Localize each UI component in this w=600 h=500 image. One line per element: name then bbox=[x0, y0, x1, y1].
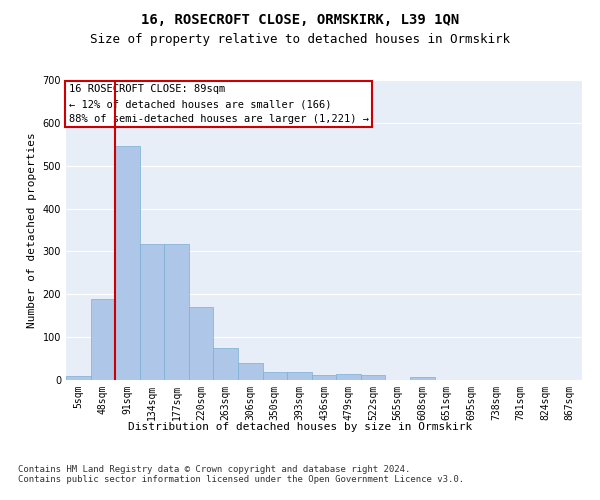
Bar bbox=[336, 374, 361, 380]
Y-axis label: Number of detached properties: Number of detached properties bbox=[27, 132, 37, 328]
Bar bbox=[361, 375, 385, 380]
Bar bbox=[312, 375, 336, 380]
Bar bbox=[263, 372, 287, 380]
Text: 16, ROSECROFT CLOSE, ORMSKIRK, L39 1QN: 16, ROSECROFT CLOSE, ORMSKIRK, L39 1QN bbox=[141, 12, 459, 26]
Text: Size of property relative to detached houses in Ormskirk: Size of property relative to detached ho… bbox=[90, 32, 510, 46]
Bar bbox=[410, 376, 434, 380]
Bar bbox=[164, 244, 189, 380]
Bar bbox=[214, 348, 238, 380]
Bar bbox=[238, 363, 263, 380]
Text: Contains HM Land Registry data © Crown copyright and database right 2024.
Contai: Contains HM Land Registry data © Crown c… bbox=[18, 465, 464, 484]
Text: 16 ROSECROFT CLOSE: 89sqm
← 12% of detached houses are smaller (166)
88% of semi: 16 ROSECROFT CLOSE: 89sqm ← 12% of detac… bbox=[68, 84, 368, 124]
Bar bbox=[287, 372, 312, 380]
Bar bbox=[189, 307, 214, 380]
Bar bbox=[140, 244, 164, 380]
Text: Distribution of detached houses by size in Ormskirk: Distribution of detached houses by size … bbox=[128, 422, 472, 432]
Bar bbox=[91, 300, 115, 380]
Bar bbox=[115, 146, 140, 380]
Bar bbox=[66, 376, 91, 380]
